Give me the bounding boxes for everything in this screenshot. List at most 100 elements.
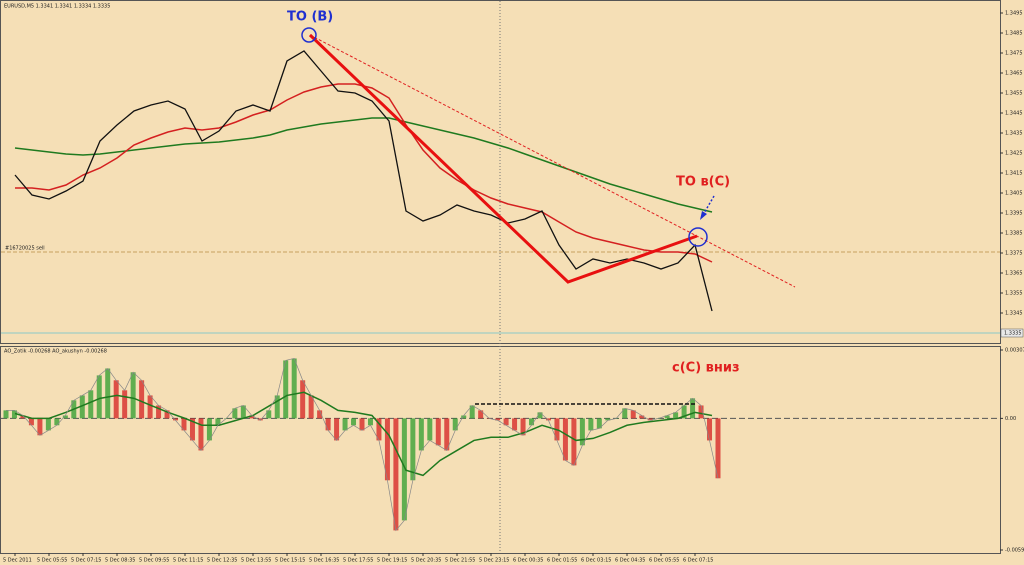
histogram-bar [215,418,221,426]
arrow-head [700,211,707,220]
histogram-bar [401,418,407,521]
histogram-bar [469,405,475,419]
histogram-bar [96,375,102,419]
order-label: #16720025 sell [5,246,45,252]
histogram-bar [317,410,323,419]
histogram-bar [342,418,348,431]
histogram-bar [351,418,357,426]
annotation: TO в(C) [676,175,730,190]
histogram-bar [274,395,280,419]
bid-box [1000,328,1024,338]
histogram-bar [495,418,501,421]
x-tick-label: 5 Dec 19:15 [377,558,407,564]
histogram-bar [156,405,162,419]
bid-label: 1.3335 [1004,331,1022,337]
histogram-bar [359,418,365,431]
histogram-bar [715,418,721,479]
y-tick-label: -0.00591 [1005,548,1024,554]
chart-title: EURUSD,M5 1.3341 1.3341 1.3334 1.3335 [4,4,110,10]
histogram-bar [707,418,713,441]
y-tick-label: 1.3425 [1005,151,1023,157]
histogram-bar [571,418,577,466]
x-tick-label: 5 Dec 20:35 [411,558,441,564]
histogram-bar [113,380,119,419]
histogram-bar [62,415,68,419]
x-tick-label: 6 Dec 05:55 [649,558,679,564]
annotation: TO (B) [287,10,333,25]
histogram-bar [537,412,543,419]
x-tick-label: 5 Dec 21:55 [445,558,475,564]
x-tick-label: 5 Dec 13:55 [241,558,271,564]
y-tick-label: 1.3415 [1005,171,1023,177]
histogram-bar [393,418,399,531]
marker-circle [688,227,708,247]
histogram-bar [630,410,636,419]
histogram-bar [11,410,17,419]
y-tick-label: 1.3355 [1005,291,1023,297]
x-tick-label: 5 Dec 09:55 [139,558,169,564]
histogram-bar [3,410,9,419]
histogram-bar [130,372,136,419]
histogram-bar [147,395,153,419]
histogram-bar [325,418,331,431]
x-tick-label: 5 Dec 08:35 [105,558,135,564]
histogram-bar [545,418,551,421]
histogram-bar [605,418,611,421]
y-tick-label: 1.3445 [1005,111,1023,117]
histogram-bar [673,412,679,419]
y-tick-label: 1.3345 [1005,311,1023,317]
y-tick-label: 1.3495 [1005,11,1023,17]
x-tick-label: 5 Dec 07:15 [71,558,101,564]
annotation: с(C) вниз [672,361,740,376]
histogram-bar [435,418,441,446]
histogram-bar [681,405,687,419]
histogram-bar [79,395,85,419]
osc-line [14,391,713,477]
histogram-bar [54,418,60,426]
histogram-bar [376,418,382,441]
x-tick-label: 5 Dec 12:35 [207,558,237,564]
histogram-bar [198,418,204,451]
histogram-bar [520,418,526,436]
y-tick-label: 1.3385 [1005,231,1023,237]
trend-line [309,34,796,288]
wave-line [308,33,698,284]
histogram-bar [308,395,314,419]
histogram-bar [410,418,416,481]
y-tick-label: 0.00 [1005,416,1016,422]
x-tick-label: 6 Dec 03:15 [581,558,611,564]
histogram-bar [622,408,628,419]
x-tick-label: 5 Dec 16:35 [309,558,339,564]
histogram-bar [291,358,297,419]
y-tick-label: 1.3435 [1005,131,1023,137]
y-tick-label: 0.00307 [1005,348,1024,354]
histogram-bar [478,410,484,419]
x-tick-label: 5 Dec 11:15 [173,558,203,564]
histogram-bar [88,390,94,419]
x-tick-label: 5 Dec 17:55 [343,558,373,564]
histogram-bar [588,418,594,431]
histogram-bar [189,418,195,441]
x-tick-label: 5 Dec 23:15 [479,558,509,564]
histogram-bar [105,368,111,419]
histogram-bar [283,360,289,419]
histogram-bar [384,418,390,481]
histogram-bar [139,380,145,419]
histogram-bar [334,418,340,441]
histogram-bar [579,418,585,446]
histogram-bar [461,415,467,419]
histogram-bar [249,415,255,419]
histogram-bar [300,380,306,419]
histogram-bar [28,418,34,426]
histogram-bar [529,418,535,426]
histogram-bar [20,415,26,419]
histogram-bar [240,405,246,419]
histogram-bar [181,418,187,431]
histogram-bar [164,410,170,419]
histogram-bar [512,418,518,431]
wave-annotation [301,27,796,405]
histogram-bar [418,418,424,451]
histogram-bar [173,418,179,421]
